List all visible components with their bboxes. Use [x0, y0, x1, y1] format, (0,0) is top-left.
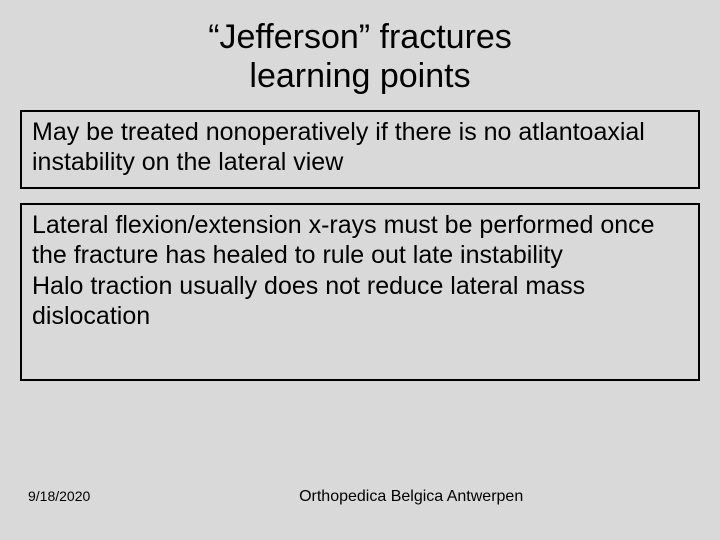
slide-title: “Jefferson” fractures learning points [60, 18, 660, 96]
content-box-1: May be treated nonoperatively if there i… [20, 110, 700, 189]
slide: “Jefferson” fractures learning points Ma… [0, 0, 720, 540]
box2-paragraph-2: Halo traction usually does not reduce la… [32, 272, 688, 331]
footer-center-text: Orthopedica Belgica Antwerpen [90, 488, 692, 506]
content-box-2: Lateral flexion/extension x-rays must be… [20, 203, 700, 381]
box2-paragraph-1: Lateral flexion/extension x-rays must be… [32, 211, 688, 270]
footer: 9/18/2020 Orthopedica Belgica Antwerpen [0, 488, 720, 506]
box1-paragraph-1: May be treated nonoperatively if there i… [32, 118, 688, 177]
title-line-2: learning points [249, 57, 470, 95]
footer-date: 9/18/2020 [28, 488, 90, 504]
title-line-1: “Jefferson” fractures [208, 18, 512, 56]
